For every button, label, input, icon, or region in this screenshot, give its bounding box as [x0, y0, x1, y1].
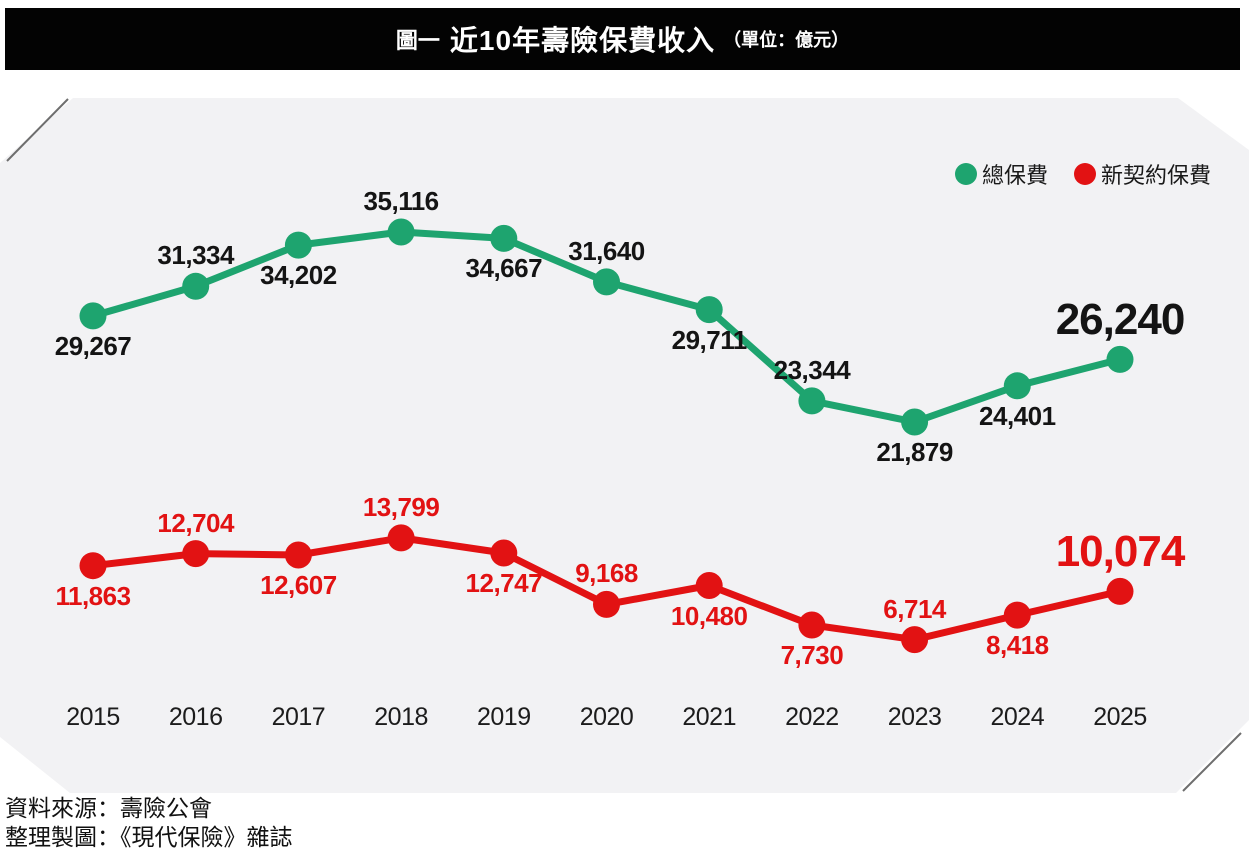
value-label-total-2021: 29,711	[671, 324, 748, 355]
value-label-total-2025: 26,240	[1055, 295, 1186, 345]
legend-item-total: 總保費	[954, 158, 1048, 190]
legend-label-total: 總保費	[981, 163, 1048, 188]
legend-item-new: 新契約保費	[1073, 158, 1211, 190]
chart-panel	[0, 98, 1249, 793]
value-label-new-2020: 9,168	[575, 558, 638, 589]
value-label-new-2019: 12,747	[465, 568, 543, 598]
x-tick-label-2019: 2019	[476, 703, 531, 731]
value-label-new-2015: 11,863	[55, 580, 131, 611]
x-tick-label-2020: 2020	[579, 703, 634, 731]
value-label-new-2017: 12,607	[260, 570, 337, 600]
value-label-total-2019: 34,667	[465, 253, 543, 284]
page-title: 近10年壽險保費收入	[449, 25, 716, 56]
title-figure-number: 圖一	[395, 28, 440, 53]
source-note: 資料來源：壽險公會 整理製圖：《現代保險》雜誌	[5, 794, 293, 852]
x-tick-label-2025: 2025	[1093, 703, 1147, 731]
source-line-1: 資料來源：壽險公會	[5, 796, 212, 821]
value-label-total-2023: 21,879	[876, 437, 953, 467]
legend-dot-new-icon	[1073, 163, 1096, 185]
value-label-total-2018: 35,116	[363, 186, 440, 216]
legend-label-new: 新契約保費	[1100, 163, 1211, 188]
value-label-new-2025: 10,074	[1055, 527, 1186, 577]
value-label-new-2022: 7,730	[780, 640, 844, 670]
x-tick-label-2018: 2018	[374, 703, 428, 731]
value-label-total-2020: 31,640	[568, 235, 645, 266]
x-tick-label-2022: 2022	[785, 703, 839, 731]
source-line-2: 整理製圖：《現代保險》雜誌	[5, 825, 293, 850]
value-label-new-2018: 13,799	[362, 491, 440, 522]
legend: 總保費 新契約保費	[954, 158, 1211, 190]
x-tick-label-2016: 2016	[168, 703, 223, 731]
x-tick-label-2024: 2024	[990, 703, 1045, 731]
x-tick-label-2015: 2015	[66, 703, 120, 731]
chart-title-bar: 圖一 近10年壽險保費收入 （單位：億元）	[5, 8, 1240, 70]
value-label-new-2016: 12,704	[157, 507, 234, 538]
title-unit-note: （單位：億元）	[723, 30, 850, 50]
value-label-total-2016: 31,334	[157, 240, 234, 271]
x-tick-label-2023: 2023	[887, 703, 942, 731]
x-tick-label-2017: 2017	[271, 703, 326, 731]
x-tick-label-2021: 2021	[682, 703, 736, 731]
value-label-new-2021: 10,480	[670, 600, 748, 631]
value-label-new-2024: 8,418	[986, 630, 1049, 661]
value-label-total-2015: 29,267	[54, 330, 132, 361]
legend-dot-total-icon	[954, 163, 977, 185]
value-label-total-2022: 23,344	[773, 354, 851, 385]
value-label-total-2017: 34,202	[260, 260, 337, 291]
value-label-total-2024: 24,401	[979, 400, 1056, 431]
value-label-new-2023: 6,714	[883, 593, 946, 624]
